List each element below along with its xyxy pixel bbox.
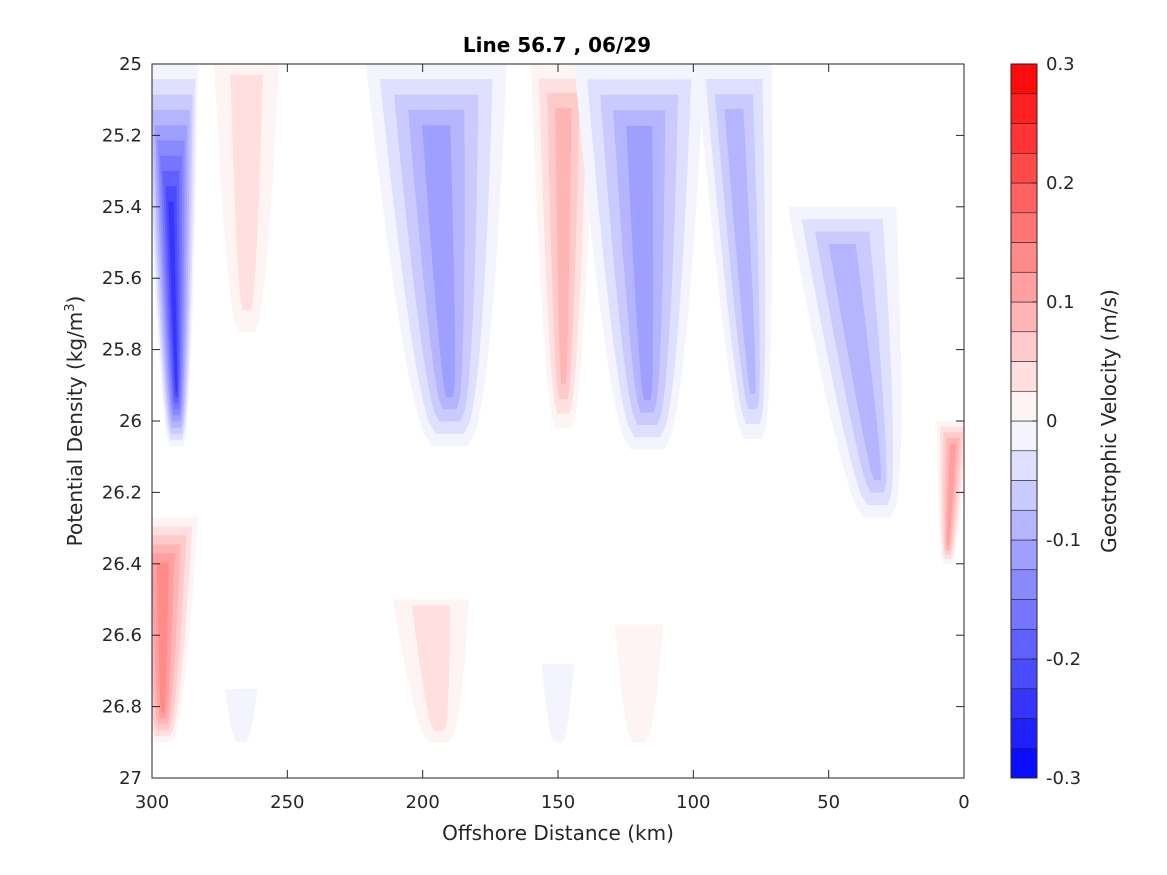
colorbar-swatch (1010, 599, 1038, 630)
x-tick-label: 50 (817, 792, 840, 813)
contour-band (157, 562, 169, 713)
contour-band (828, 244, 882, 481)
x-tick-label: 300 (135, 792, 169, 813)
x-tick-label: 250 (270, 792, 304, 813)
x-axis: 300 250 200 150 100 50 0 (135, 64, 970, 813)
contour-band (555, 107, 572, 385)
x-tick-label: 150 (541, 792, 575, 813)
contour-band (541, 663, 575, 743)
contour-feature-neg-120km (574, 64, 705, 450)
colorbar-swatch (1010, 182, 1038, 214)
colorbar-tick-label: 0.1 (1046, 292, 1075, 313)
colorbar-swatch (1010, 390, 1038, 422)
contour-feature-inshore-jet-300km (152, 64, 198, 446)
y-axis-label-close: ) (63, 296, 87, 304)
contour-band (411, 605, 450, 731)
colorbar-swatch (1010, 658, 1038, 690)
colorbar-swatch (1010, 718, 1038, 749)
colorbar-swatch (1010, 123, 1038, 154)
x-tick-label: 100 (676, 792, 710, 813)
contour-layer (152, 64, 964, 743)
contour-feature-neg-slope-80km (696, 64, 773, 439)
colorbar-frame (1010, 63, 1038, 779)
colorbar-swatch (1010, 539, 1038, 571)
colorbar-swatch (1010, 152, 1038, 184)
contour-feature-neg-deep-267km (225, 688, 258, 743)
colorbar-swatch (1010, 450, 1038, 481)
y-axis-label: Potential Density (kg/m3) (63, 296, 87, 547)
contour-band (614, 624, 664, 743)
y-tick-label: 25.6 (102, 268, 142, 289)
contour-feature-pos-nearshore-4km (936, 421, 964, 564)
contour-band (946, 443, 957, 546)
colorbar-swatch (1010, 242, 1038, 273)
y-axis-label-superscript: 3 (63, 303, 78, 311)
y-tick-label: 26 (119, 411, 142, 432)
contour-band (230, 74, 263, 311)
x-tick-label: 200 (405, 792, 439, 813)
contour-feature-pos-deep-197km (392, 599, 469, 743)
colorbar-swatch (1010, 480, 1038, 511)
contour-feature-pos-deep-120km (614, 624, 664, 743)
y-tick-label: 27 (119, 768, 142, 789)
colorbar-swatch (1010, 747, 1038, 779)
colorbar-tick-label: -0.2 (1046, 649, 1081, 670)
contour-feature-pos-265km (214, 64, 280, 332)
contour-feature-pos-150km (530, 64, 596, 429)
x-tick-label: 0 (958, 792, 969, 813)
colorbar-tick-label: 0.3 (1046, 54, 1075, 75)
colorbar-swatch (1010, 93, 1038, 124)
contour-feature-neg-195km (365, 64, 507, 446)
colorbar-swatch (1010, 271, 1038, 303)
colorbar-swatch (1010, 212, 1038, 243)
chart-title: Line 56.7 , 06/29 (463, 33, 651, 57)
colorbar-swatch (1010, 63, 1038, 95)
colorbar-tick-label: 0 (1046, 411, 1057, 432)
contour-band (422, 125, 455, 398)
colorbar-swatch (1010, 509, 1038, 541)
colorbar-swatch (1010, 301, 1038, 333)
colorbar-tick-label: 0.2 (1046, 173, 1075, 194)
colorbar: 0.3 0.2 0.1 0 -0.1 -0.2 -0.3 (1010, 54, 1081, 789)
y-axis-label-main: Potential Density (kg/m (63, 312, 87, 547)
y-tick-label: 25.4 (102, 197, 142, 218)
colorbar-swatch (1010, 628, 1038, 660)
contour-band (225, 688, 258, 743)
colorbar-tick-label: -0.3 (1046, 768, 1081, 789)
contour-feature-pos-deep-295km (152, 517, 198, 743)
contour-band (724, 109, 756, 394)
y-tick-label: 25.8 (102, 340, 142, 361)
contour-band (168, 201, 178, 391)
colorbar-swatch (1010, 361, 1038, 392)
y-axis: 25 25.2 25.4 25.6 25.8 26 26.2 26.4 26.6 26.8 27 (102, 54, 964, 789)
contour-feature-neg-deep-150km (541, 663, 575, 743)
y-tick-label: 26.6 (102, 625, 142, 646)
y-tick-label: 25.2 (102, 125, 142, 146)
y-tick-label: 26.4 (102, 554, 142, 575)
colorbar-tick-label: -0.1 (1046, 530, 1081, 551)
colorbar-swatch (1010, 331, 1038, 362)
y-tick-label: 25 (119, 54, 142, 75)
y-tick-label: 26.8 (102, 697, 142, 718)
colorbar-swatch (1010, 420, 1038, 452)
colorbar-swatch (1010, 688, 1038, 719)
y-tick-label: 26.2 (102, 482, 142, 503)
x-axis-label: Offshore Distance (km) (442, 821, 674, 845)
colorbar-label: Geostrophic Velocity (m/s) (1097, 289, 1121, 553)
colorbar-swatch (1010, 569, 1038, 600)
contour-band (626, 125, 654, 401)
contour-feature-neg-slope-45km (788, 206, 902, 518)
